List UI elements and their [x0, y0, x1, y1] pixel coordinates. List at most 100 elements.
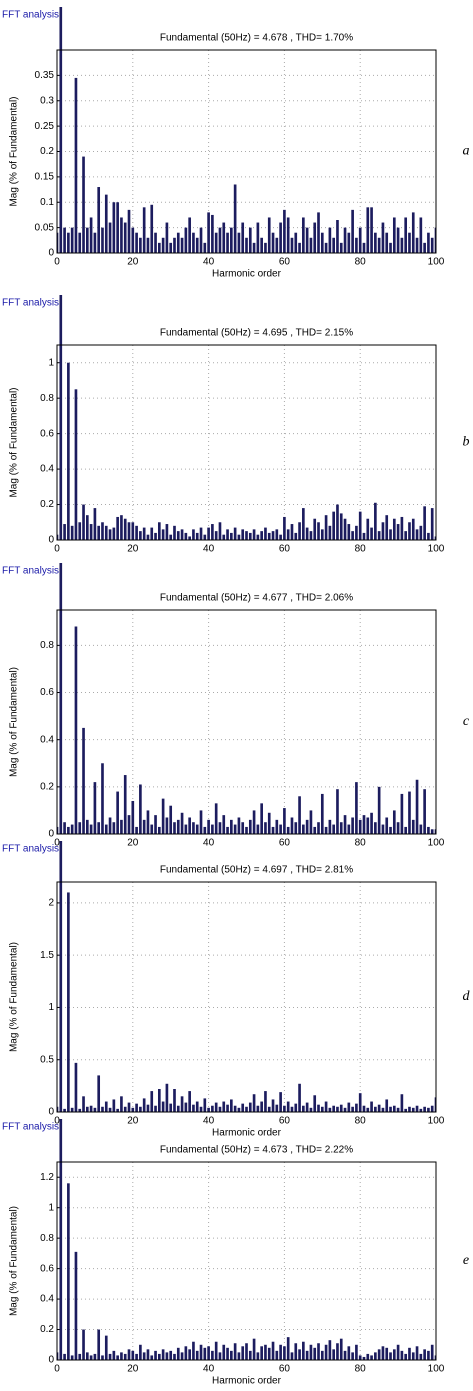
bar: [294, 532, 298, 540]
bar: [188, 217, 191, 253]
bar: [419, 217, 423, 253]
bars: [57, 563, 436, 834]
bar: [400, 793, 404, 834]
bar: [67, 826, 70, 834]
bar: [248, 1350, 252, 1360]
y-tick-label: 0: [48, 535, 54, 546]
bar: [408, 791, 411, 834]
bar: [423, 1349, 426, 1360]
bar: [374, 502, 377, 540]
bar: [158, 1353, 161, 1360]
bar: [332, 237, 335, 253]
bar: [275, 1104, 279, 1112]
bar: [427, 1107, 430, 1112]
bar: [139, 784, 142, 834]
x-tick-label: 0: [54, 838, 60, 849]
bar: [142, 1098, 146, 1112]
bar: [347, 824, 351, 834]
bar: [120, 1096, 123, 1112]
bar: [59, 7, 63, 253]
bar: [226, 1104, 229, 1112]
bar: [434, 1355, 436, 1360]
bar: [400, 1094, 404, 1112]
bar: [158, 1089, 161, 1112]
bar: [199, 227, 203, 253]
y-tick-label: 0.2: [40, 146, 54, 157]
bar: [358, 819, 362, 834]
bars: [57, 1119, 436, 1360]
bar: [411, 212, 415, 253]
bar: [392, 810, 396, 834]
bar: [93, 508, 97, 540]
bar: [123, 1353, 127, 1360]
bar: [309, 1107, 313, 1112]
bar: [313, 826, 317, 834]
bar: [366, 1107, 370, 1112]
bar: [70, 227, 74, 253]
bar: [199, 1344, 203, 1360]
x-tick-label: 80: [355, 838, 367, 849]
bar: [93, 1353, 97, 1360]
bar: [241, 529, 245, 540]
bar: [271, 531, 275, 540]
panel-header: FFT analysis: [2, 10, 59, 21]
bar: [423, 242, 426, 253]
y-tick-label: 0.25: [35, 121, 55, 132]
bar: [313, 518, 317, 540]
panel-letter: e: [463, 1253, 469, 1268]
bar: [139, 1344, 142, 1360]
bar: [351, 817, 354, 834]
bar: [370, 812, 373, 834]
bar: [78, 522, 82, 540]
bar: [123, 222, 127, 253]
bar: [408, 1347, 411, 1360]
bar: [404, 1353, 408, 1360]
bar: [188, 1091, 191, 1112]
y-tick-label: 0.1: [40, 197, 54, 208]
y-tick-label: 0.8: [40, 640, 54, 651]
bar: [351, 531, 354, 540]
bar: [267, 1347, 271, 1360]
y-tick-label: 0.2: [40, 781, 54, 792]
chart-title: Fundamental (50Hz) = 4.677 , THD= 2.06%: [160, 593, 353, 604]
panel-letter: b: [463, 435, 470, 450]
x-tick-label: 40: [203, 1364, 215, 1375]
bar: [332, 1349, 335, 1360]
bar: [176, 819, 180, 834]
bar: [82, 1329, 85, 1360]
bar: [78, 1353, 82, 1360]
bar: [104, 525, 108, 540]
bar: [142, 1352, 146, 1360]
bar: [165, 222, 169, 253]
bar: [347, 1346, 351, 1360]
bar: [85, 819, 89, 834]
bar: [203, 1347, 207, 1360]
bar: [57, 1352, 59, 1360]
bar: [135, 1103, 138, 1112]
bar: [294, 822, 298, 834]
bar: [264, 1091, 267, 1112]
bar: [355, 1344, 358, 1360]
bar: [241, 1346, 245, 1360]
plot-frame: [56, 881, 437, 1113]
bar: [192, 822, 195, 834]
bar: [154, 532, 157, 540]
bar: [389, 1106, 392, 1112]
bar: [184, 1102, 188, 1112]
bar: [396, 822, 400, 834]
bar: [67, 892, 70, 1112]
bar: [396, 227, 400, 253]
bar: [241, 222, 245, 253]
bar: [89, 524, 93, 540]
bar: [302, 824, 305, 834]
bar: [173, 525, 176, 540]
bar: [396, 524, 400, 540]
bar: [74, 389, 78, 540]
bar: [279, 1092, 282, 1112]
x-tick-label: 20: [127, 1116, 139, 1127]
bar: [396, 1107, 400, 1112]
bar: [355, 782, 358, 834]
bar: [411, 819, 415, 834]
bar: [260, 237, 263, 253]
